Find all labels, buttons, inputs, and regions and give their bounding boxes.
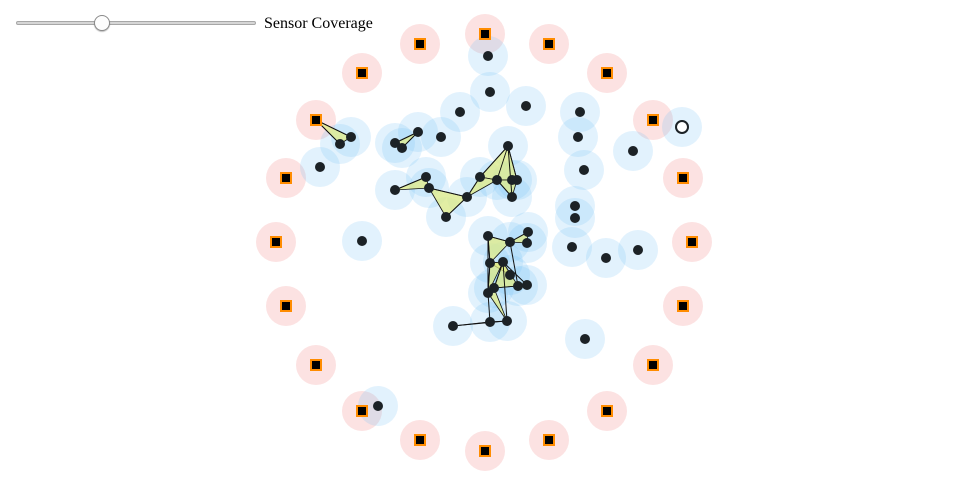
sensor-node: [512, 175, 522, 185]
sensor-node: [503, 141, 513, 151]
sensor-node: [424, 183, 434, 193]
sensor-node: [502, 316, 512, 326]
fence-node-core: [603, 407, 611, 415]
sensor-node: [522, 280, 532, 290]
sensor-node: [436, 132, 446, 142]
sensor-node: [567, 242, 577, 252]
fence-node-core: [312, 116, 320, 124]
fence-node-core: [312, 361, 320, 369]
sensor-node: [505, 270, 515, 280]
sensor-node: [335, 139, 345, 149]
fence-node-core: [272, 238, 280, 246]
sensor-node: [373, 401, 383, 411]
fence-node-core: [481, 30, 489, 38]
complex-edge: [428, 187, 468, 198]
sensor-node: [397, 143, 407, 153]
sensor-node: [521, 101, 531, 111]
sensor-node: [489, 283, 499, 293]
fence-node-core: [282, 302, 290, 310]
sensor-node: [570, 213, 580, 223]
fence-node-core: [282, 174, 290, 182]
sensor-node: [498, 257, 508, 267]
fence-node-core: [649, 361, 657, 369]
fence-node-core: [649, 116, 657, 124]
fence-node-core: [416, 436, 424, 444]
sensor-node: [573, 132, 583, 142]
controls-bar: Sensor Coverage: [16, 12, 373, 36]
sensor-node: [513, 281, 523, 291]
sensor-node: [523, 227, 533, 237]
complex-edge: [394, 176, 427, 191]
fence-node-core: [688, 238, 696, 246]
complex-edge: [507, 145, 518, 181]
fence-node-core: [545, 436, 553, 444]
complex-edge: [502, 261, 508, 322]
slider-track[interactable]: [16, 21, 256, 25]
sensor-node: [390, 185, 400, 195]
slider-thumb[interactable]: [94, 15, 111, 31]
sensor-node: [580, 334, 590, 344]
sensor-node: [505, 237, 515, 247]
complex-edge: [509, 241, 519, 287]
complex-edge: [452, 321, 491, 327]
sensor-node: [485, 87, 495, 97]
sensor-coverage-label: Sensor Coverage: [264, 15, 373, 32]
sensor-node: [483, 231, 493, 241]
sensor-node: [421, 172, 431, 182]
sensor-node: [315, 162, 325, 172]
sensor-node: [507, 192, 517, 202]
sensor-node: [483, 51, 493, 61]
sensor-node: [475, 172, 485, 182]
fence-coverage-layer: [256, 14, 712, 471]
fence-node-core: [481, 447, 489, 455]
fence-node-core: [358, 407, 366, 415]
sensor-node: [633, 245, 643, 255]
sensor-node: [448, 321, 458, 331]
sensor-node: [346, 132, 356, 142]
hover-layer: [675, 120, 689, 134]
sensor-node: [575, 107, 585, 117]
sensor-node: [485, 317, 495, 327]
sensor-node: [462, 192, 472, 202]
fence-node-core: [603, 69, 611, 77]
sensor-coverage-slider[interactable]: [16, 12, 256, 36]
sensor-node: [485, 258, 495, 268]
sensor-node: [522, 238, 532, 248]
sensor-node: [357, 236, 367, 246]
fence-node-core: [679, 302, 687, 310]
sensor-node: [628, 146, 638, 156]
fence-node-layer: [270, 28, 698, 457]
complex-edge: [479, 145, 509, 178]
fence-node-core: [358, 69, 366, 77]
sensor-node: [413, 127, 423, 137]
fence-node-core: [679, 174, 687, 182]
sensor-node: [570, 201, 580, 211]
sensor-node: [601, 253, 611, 263]
sensor-node: [492, 175, 502, 185]
sensor-node: [390, 138, 400, 148]
hovered-sensor-node: [675, 120, 689, 134]
sensor-node: [455, 107, 465, 117]
fence-node-core: [545, 40, 553, 48]
sensor-node: [579, 165, 589, 175]
complex-edge: [502, 261, 528, 286]
fence-node-core: [416, 40, 424, 48]
complex-edge: [507, 145, 513, 198]
sensor-node-layer: [315, 51, 643, 411]
sensor-node: [441, 212, 451, 222]
